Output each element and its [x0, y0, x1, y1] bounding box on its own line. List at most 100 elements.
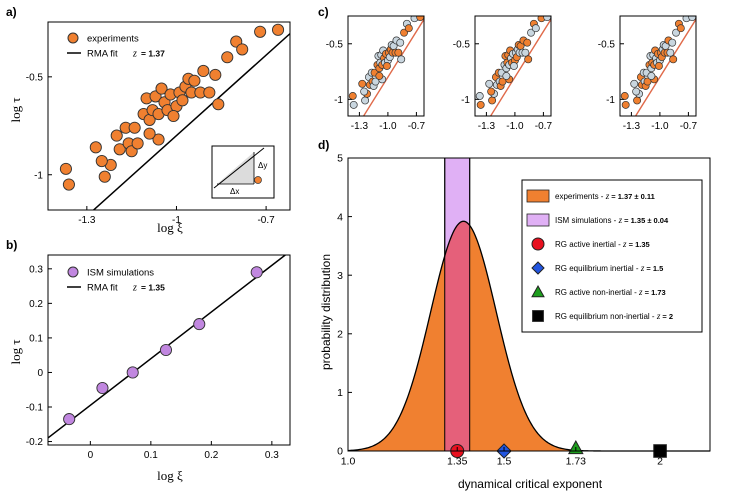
panel-c-sub1-point-34 — [400, 28, 408, 37]
panel-b-ylabel: log τ — [8, 339, 23, 364]
panel-b-xtick-label-2: 0.2 — [204, 450, 218, 461]
panel-c-sub3-point-41 — [632, 87, 641, 96]
panel-a-point-33 — [212, 98, 225, 111]
panel-a-frame — [47, 21, 291, 211]
panel-c-sub1-point-42 — [383, 62, 391, 70]
panel-b-fit-line — [48, 255, 287, 439]
panel-d-legend-swatch-2 — [531, 237, 545, 251]
panel-a-point-18 — [155, 82, 168, 95]
panel-d-xtick-label-2: 1.5 — [497, 456, 512, 468]
panel-d-legend-swatch-4 — [531, 284, 545, 298]
panel-b-xlabel: log ξ — [157, 468, 183, 483]
panel-d-legend-swatch-0 — [526, 189, 550, 203]
panel-a-fit-line — [92, 33, 290, 210]
panel-d-experiment-area — [348, 221, 710, 451]
panel-c-sub3-point-33 — [669, 55, 678, 64]
panel-a-point-36 — [236, 43, 249, 56]
panel-c-sub2-xtick-label-0: -1.3 — [478, 121, 496, 132]
panel-a: a) log τ log ξ -1.3 -1 -0.7 -1 -0.5 experimen… — [6, 5, 291, 235]
panel-c-sub3-point-1 — [621, 100, 630, 109]
panel-c-sub3-point-2 — [630, 79, 639, 88]
panel-b-point-2 — [126, 366, 139, 379]
panel-b-point-1 — [96, 381, 109, 395]
panel-c-sub2-xtick-label-2: -0.7 — [535, 121, 553, 132]
panel-c-sub1-ytick-label-1: -0.5 — [326, 39, 344, 50]
panel-c-sub3-xtick-label-0: -1.3 — [623, 121, 641, 132]
panel-a-point-42 — [167, 109, 180, 123]
panel-c-sub1-point-40 — [375, 72, 384, 80]
panel-a-point-1 — [62, 178, 75, 191]
panel-c-sub2-point-40 — [502, 72, 511, 80]
panel-a-legend-fit-value: = 1.37 — [141, 49, 165, 59]
panel-d-legend-swatch-1 — [526, 213, 550, 227]
panel-d-legend-swatch-5 — [532, 310, 544, 322]
panel-b-ytick-label-4: 0.2 — [29, 299, 43, 310]
panel-a-point-41 — [95, 154, 108, 168]
panel-c-sub3-ytick-label-1: -0.5 — [598, 39, 616, 50]
panel-a-point-40 — [143, 127, 156, 140]
panel-c-sub2-point-31 — [521, 48, 530, 57]
panel-a-xtick-label-2: -0.7 — [257, 215, 275, 226]
panel-c-sub2-point-34 — [527, 28, 536, 37]
panel-a-point-39 — [152, 133, 165, 146]
panel-a-legend-scatter-label: experiments — [87, 34, 139, 45]
panel-d-legend-text-5: RG equilibrium non-inertial - z = 2 — [555, 311, 673, 321]
panel-c-sub1-point-1 — [349, 100, 358, 109]
panel-c-sub2-point-0 — [475, 92, 484, 100]
panel-c-label: c) — [318, 5, 329, 19]
panel-b-legend-scatter-label: ISM simulations — [87, 268, 154, 279]
panel-d-ytick-label-2: 2 — [337, 328, 343, 340]
panel-a-point-2 — [89, 141, 102, 154]
panel-a-label: a) — [6, 5, 17, 19]
panel-d-ylabel: probability distribution — [319, 254, 333, 370]
panel-d-ytick-label-4: 4 — [337, 211, 343, 223]
panel-d-xlabel: dynamical critical exponent — [458, 477, 603, 491]
panel-d-legend-text-2: RG active inertial - z = 1.35 — [555, 239, 650, 249]
panel-a-xtick-label-0: -1.3 — [78, 215, 96, 226]
panel-d-legend-text-1: ISM simulations - z = 1.35 ± 0.04 — [555, 215, 669, 225]
panel-c-sub2-frame — [474, 15, 552, 117]
panel-b-ytick-label-2: 0 — [37, 368, 43, 379]
panel-d-xtick-label-4: 2 — [657, 456, 663, 468]
panel-c-sub3-point-0 — [620, 92, 629, 100]
panel-a-point-10 — [128, 121, 141, 134]
panel-c-sub1-xtick-label-1: -1.0 — [379, 121, 397, 132]
panel-b-frame — [47, 254, 291, 446]
panel-d: d) probability distribution dynamical cr… — [318, 138, 711, 491]
panel-c-sub2-point-33 — [524, 55, 533, 64]
panel-d-overlap-area — [444, 221, 470, 451]
panel-a-inset-line — [213, 147, 265, 189]
panel-a-ylabel: log τ — [8, 97, 23, 122]
panel-a-point-11 — [131, 137, 144, 150]
panel-d-legend-swatch-3 — [531, 261, 545, 275]
panel-b-point-3 — [159, 343, 173, 357]
panel-a-point-30 — [197, 64, 210, 78]
panel-a-point-6 — [113, 143, 126, 156]
panel-c-sub3-point-34 — [672, 28, 681, 37]
panel-a-point-31 — [203, 86, 216, 99]
panel-b-point-4 — [193, 318, 206, 331]
panel-c-sub1-xtick-label-2: -0.7 — [408, 121, 426, 132]
panel-c-sub1-point-33 — [397, 55, 406, 64]
panel-d-xtick-label-1: 1.35 — [447, 456, 468, 468]
panel-c-sub2-point-41 — [487, 87, 496, 96]
panel-b-ytick-label-3: 0.1 — [29, 333, 43, 344]
panel-c-sub3-point-42 — [655, 62, 663, 70]
panel-a-inset-dx-label: Δx — [230, 187, 239, 196]
panel-c-sub3-point-31 — [666, 48, 675, 57]
panel-a-point-32 — [209, 68, 222, 81]
panel-c-sub2-ytick-label-0: -1 — [461, 95, 470, 106]
panel-d-frame — [347, 157, 711, 452]
panel-b-point-5 — [250, 266, 263, 279]
panel-a-point-0 — [59, 162, 72, 175]
panel-a-inset-dy-label: Δy — [258, 161, 267, 170]
panel-a-legend-fit-label: RMA fit — [87, 49, 118, 60]
panel-c-sub2-point-2 — [485, 79, 494, 88]
panel-a-xlabel: log ξ — [157, 220, 183, 235]
panel-d-ytick-label-1: 1 — [337, 387, 343, 399]
panel-a-legend-fit-z: z — [132, 49, 137, 60]
panel-d-legend-text-4: RG active non-inertial - z = 1.73 — [555, 287, 666, 297]
panel-d-label: d) — [318, 138, 329, 152]
panel-b: b) log τ log ξ 0 0.1 0.2 0.3 -0.2 -0.1 0 0.1 0.2… — [6, 238, 291, 483]
